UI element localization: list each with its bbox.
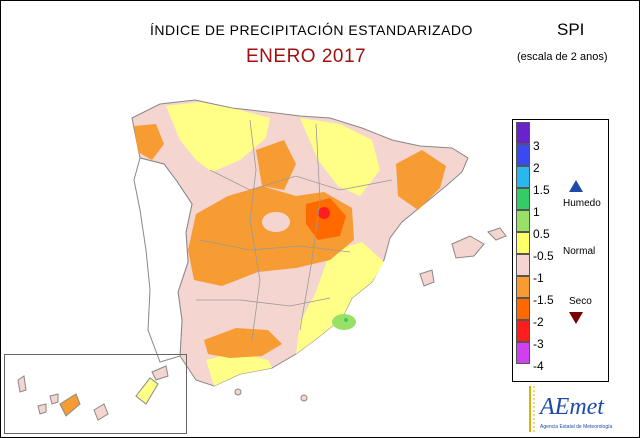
legend-tick: 1.5 (533, 183, 550, 197)
legend-tick: -0.5 (533, 249, 554, 263)
legend-tick: -1.5 (533, 293, 554, 307)
ibiza (419, 269, 435, 287)
legend-tick: -3 (533, 337, 544, 351)
legend-tick: 3 (533, 139, 540, 153)
canary-lanzarote (151, 365, 169, 381)
legend-swatch (516, 122, 530, 144)
canary-la-palma (17, 375, 27, 393)
legend-swatch (516, 232, 530, 254)
normal-label: Normal (563, 246, 596, 257)
northeast-yellow-zone (300, 118, 380, 196)
catalonia-orange-zone (396, 150, 446, 210)
melilla (300, 394, 308, 402)
legend-swatch (516, 254, 530, 276)
index-label: SPI (557, 20, 585, 39)
canary-gran-canaria (93, 403, 109, 421)
legend-swatch (516, 342, 530, 364)
legend-swatch (516, 210, 530, 232)
north-central-orange-zone (256, 140, 296, 190)
madrid-normal-zone (262, 212, 290, 232)
portugal (133, 157, 193, 363)
legend-tick: 2 (533, 161, 540, 175)
southwest-yellow-zone (206, 352, 272, 386)
canary-el-hierro (37, 403, 47, 415)
legend-tick: -1 (533, 271, 544, 285)
scale-note: (escala de 2 anos) (517, 51, 608, 63)
legend-swatch (516, 144, 530, 166)
map-title: ÍNDICE DE PRECIPITACIÓN ESTANDARIZADO (150, 22, 473, 38)
mallorca (451, 235, 485, 259)
legend-tick: 1 (533, 205, 540, 219)
logo-tagline: Agencia Estatal de Meteorología (540, 424, 612, 430)
aemet-logo: AEmet Agencia Estatal de Meteorología (529, 386, 612, 432)
legend-swatch (516, 320, 530, 342)
legend-tick: 0.5 (533, 227, 550, 241)
legend-tick: -4 (533, 359, 544, 373)
north-yellow-zone (166, 102, 270, 172)
legend-swatch (516, 166, 530, 188)
legend-tick: -2 (533, 315, 544, 329)
menorca (487, 227, 507, 241)
humid-label: Humedo (563, 198, 601, 209)
andalusia-orange-zone (204, 328, 282, 358)
legend-swatch (516, 298, 530, 320)
spi-legend: 3 2 1.5 1 0.5 -0.5 -1 -1.5 -2 -3 -4 Hume… (512, 119, 609, 382)
dry-arrow-icon (569, 312, 583, 324)
southeast-yellow-zone (296, 242, 384, 354)
green-zone (332, 314, 356, 330)
map-subtitle: ENERO 2017 (246, 46, 367, 67)
logo-brand: AEmet (538, 394, 605, 420)
red-core-zone (318, 207, 330, 219)
dry-label: Seco (569, 296, 592, 307)
canary-fuerteventura (135, 377, 159, 405)
canary-tenerife (59, 393, 81, 417)
humid-arrow-icon (569, 180, 583, 192)
legend-swatch (516, 188, 530, 210)
galicia-orange-zone (134, 124, 164, 160)
canary-inset-frame (4, 354, 187, 434)
legend-swatch (516, 276, 530, 298)
canary-la-gomera (49, 393, 59, 405)
province-boundaries (196, 119, 393, 341)
green-core-zone (344, 318, 348, 322)
ceuta (234, 388, 242, 396)
